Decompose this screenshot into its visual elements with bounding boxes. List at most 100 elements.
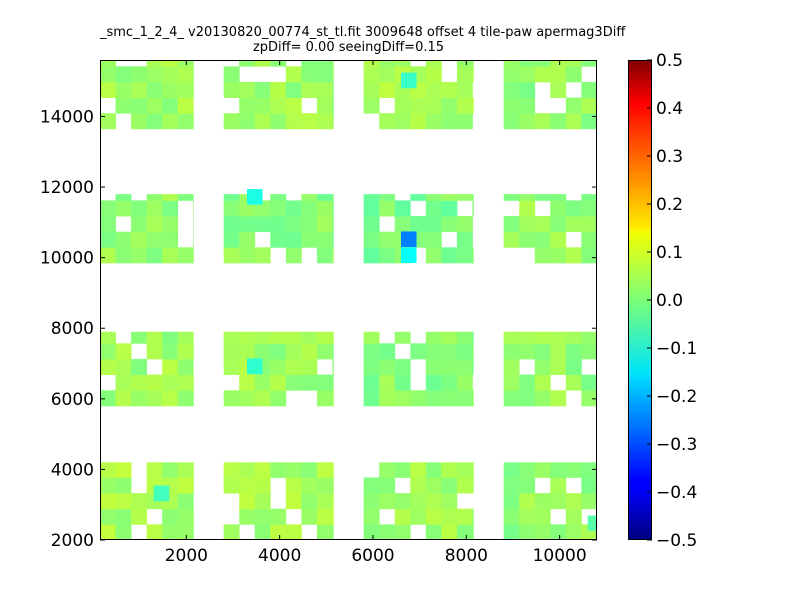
heatmap-cell	[410, 113, 427, 130]
heatmap-cell	[394, 493, 411, 510]
heatmap-cell	[162, 200, 179, 217]
heatmap-cell	[270, 60, 287, 67]
heatmap-cell	[270, 97, 287, 114]
heatmap-cell	[223, 477, 240, 494]
heatmap-cell	[146, 194, 163, 201]
heatmap-cell	[519, 390, 536, 407]
colorbar-tick-label: −0.1	[656, 339, 697, 359]
heatmap-cell	[285, 477, 302, 494]
heatmap-cell	[441, 358, 458, 376]
y-tick-label: 6000	[51, 390, 94, 410]
heatmap-cell	[301, 462, 318, 478]
heatmap-cell	[177, 343, 194, 360]
heatmap-cell	[162, 331, 179, 344]
heatmap-cell	[316, 113, 333, 130]
heatmap-cell	[503, 331, 520, 344]
heatmap-cell	[456, 66, 473, 83]
heatmap-cell	[131, 200, 148, 217]
colorbar-tick-label: 0.1	[656, 243, 683, 263]
x-tick-label: 10000	[533, 546, 587, 566]
heatmap-cell	[394, 390, 411, 407]
heatmap-cell	[301, 493, 318, 510]
heatmap-cell	[332, 358, 334, 376]
heatmap-cell	[441, 374, 458, 391]
heatmap-cell	[115, 493, 132, 510]
heatmap-cell	[332, 81, 334, 98]
heatmap-cell	[332, 200, 334, 217]
heatmap-cell	[456, 462, 473, 478]
heatmap-cell	[472, 66, 474, 83]
heatmap-cell	[332, 194, 334, 201]
heatmap-cell	[456, 331, 473, 344]
heatmap-cell	[332, 113, 334, 130]
heatmap-cell	[285, 97, 302, 114]
heatmap-cell	[394, 374, 411, 391]
heatmap-cell	[162, 247, 179, 264]
heatmap-cell	[146, 390, 163, 407]
heatmap-cell	[550, 66, 567, 83]
heatmap-cell	[100, 493, 116, 510]
heatmap-cell	[100, 66, 116, 83]
heatmap-cell	[316, 462, 333, 478]
heatmap-cell	[223, 231, 240, 248]
heatmap-cell	[394, 216, 411, 233]
heatmap-cell	[503, 477, 520, 494]
heatmap-cell	[162, 358, 179, 376]
heatmap-cell	[534, 374, 551, 391]
heatmap-cell	[254, 390, 271, 407]
heatmap-cell	[519, 60, 536, 67]
heatmap-cell	[162, 462, 179, 478]
heatmap-cell	[379, 390, 396, 407]
heatmap-cell	[177, 390, 194, 407]
heatmap-cell	[239, 343, 256, 360]
heatmap-cell	[177, 524, 194, 540]
heatmap-cell	[425, 493, 442, 510]
heatmap-cell	[565, 493, 582, 510]
heatmap-cell	[472, 97, 474, 114]
heatmap-cell	[285, 374, 302, 391]
heatmap-cell	[425, 374, 442, 391]
heatmap-cell	[254, 247, 271, 264]
heatmap-cell	[472, 331, 474, 344]
heatmap-cell	[270, 216, 287, 233]
heatmap-cell	[581, 194, 597, 201]
heatmap-cell	[146, 524, 163, 540]
heatmap-cell	[316, 524, 333, 540]
heatmap-cell	[550, 247, 567, 264]
heatmap-cell	[425, 462, 442, 478]
heatmap-cell	[332, 216, 334, 233]
heatmap-cell	[410, 462, 427, 478]
heatmap-cell	[146, 343, 163, 360]
heatmap-cell	[456, 216, 473, 233]
y-tick-label: 4000	[51, 460, 94, 480]
colorbar-tick-label: −0.2	[656, 387, 697, 407]
heatmap-cell	[177, 358, 194, 376]
heatmap-cell	[177, 81, 194, 98]
heatmap-cell	[254, 216, 271, 233]
heatmap-cell	[534, 231, 551, 248]
heatmap-cell	[581, 113, 597, 130]
heatmap-cell	[223, 200, 240, 217]
heatmap-cell	[441, 462, 458, 478]
heatmap-cell	[534, 66, 551, 83]
heatmap-cell	[131, 508, 148, 525]
heatmap-cell	[425, 343, 442, 360]
heatmap-cell	[301, 374, 318, 391]
heatmap-cell	[131, 113, 148, 130]
heatmap-cell	[100, 390, 116, 407]
heatmap-cell	[270, 343, 287, 360]
heatmap-cell	[223, 247, 240, 264]
heatmap-cell	[146, 462, 163, 478]
colorbar-axis: 0.5 0.4 0.3 0.2 0.1 0.0 −0.1 −0.2 −0.3 −0.4 −0.5	[647, 51, 697, 551]
heatmap-cell	[534, 216, 551, 233]
heatmap-cell	[503, 60, 520, 67]
heatmap-cell	[534, 508, 551, 525]
heatmap-cell	[223, 524, 240, 540]
heatmap-cell	[379, 60, 396, 67]
heatmap-cell	[115, 247, 132, 264]
heatmap-cell	[301, 200, 318, 217]
heatmap-cell	[503, 462, 520, 478]
heatmap-cell	[100, 358, 116, 376]
heatmap-cell	[441, 524, 458, 540]
heatmap-cell	[316, 508, 333, 525]
